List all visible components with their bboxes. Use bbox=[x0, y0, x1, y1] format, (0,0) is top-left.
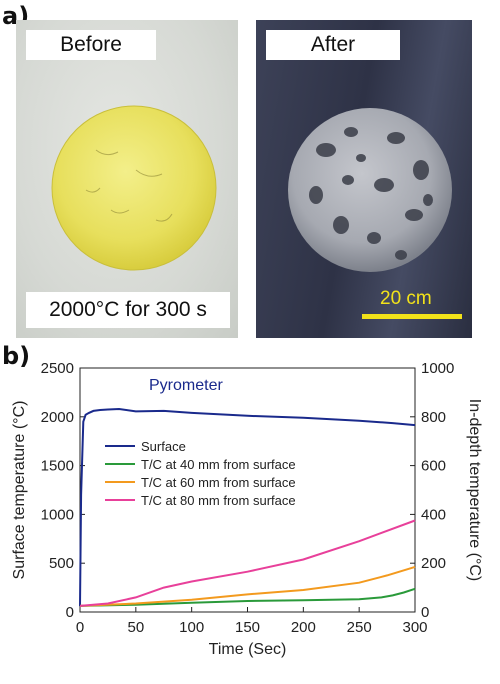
plot-frame bbox=[79, 367, 416, 613]
series-line-2 bbox=[79, 587, 416, 607]
y-tick-label: 1000 bbox=[41, 506, 74, 523]
x-axis-label: Time (Sec) bbox=[209, 641, 287, 658]
legend-label-4: T/C at 80 mm from surface bbox=[141, 493, 296, 508]
x-tick-label: 0 bbox=[76, 619, 84, 636]
series-line-3 bbox=[79, 565, 416, 607]
legend-label-1: Surface bbox=[141, 439, 186, 454]
before-label: Before bbox=[26, 30, 156, 60]
y2-tick-label: 0 bbox=[421, 604, 429, 621]
x-tick-label: 200 bbox=[291, 619, 316, 636]
y-tick-label: 2000 bbox=[41, 409, 74, 426]
temperature-chart: 0 50 100 150 200 250 3000500100015002000250002… bbox=[11, 360, 483, 658]
x-tick-label: 50 bbox=[127, 619, 144, 636]
after-sample-photo bbox=[256, 20, 472, 338]
after-label: After bbox=[266, 30, 400, 60]
scale-bar-label: 20 cm bbox=[380, 288, 432, 309]
y-axis-label: Surface temperature (°C) bbox=[11, 401, 28, 580]
x-tick-label: 100 bbox=[179, 619, 204, 636]
legend-label-3: T/C at 60 mm from surface bbox=[141, 475, 296, 490]
y-tick-label: 0 bbox=[66, 604, 74, 621]
y-tick-label: 2500 bbox=[41, 360, 74, 377]
before-sample-photo bbox=[16, 20, 238, 338]
y-tick-label: 500 bbox=[49, 555, 74, 572]
series-line-4 bbox=[79, 519, 416, 607]
before-sample-disc bbox=[51, 105, 217, 271]
legend-label-2: T/C at 40 mm from surface bbox=[141, 457, 296, 472]
y2-tick-label: 1000 bbox=[421, 360, 454, 377]
x-tick-label: 150 bbox=[235, 619, 260, 636]
y2-tick-label: 400 bbox=[421, 506, 446, 523]
x-tick-label: 300 bbox=[402, 619, 427, 636]
panel-b-label: b) bbox=[2, 342, 31, 370]
y2-tick-label: 200 bbox=[421, 555, 446, 572]
y2-tick-label: 600 bbox=[421, 458, 446, 475]
condition-label: 2000°C for 300 s bbox=[26, 292, 230, 328]
pyrometer-annotation: Pyrometer bbox=[149, 377, 223, 394]
scale-bar bbox=[362, 314, 462, 319]
series-line-1 bbox=[79, 407, 416, 607]
x-tick-label: 250 bbox=[347, 619, 372, 636]
y-tick-label: 1500 bbox=[41, 458, 74, 475]
y2-tick-label: 800 bbox=[421, 409, 446, 426]
y2-axis-label: In-depth temperature (°C) bbox=[466, 399, 483, 581]
after-sample-disc bbox=[288, 108, 452, 272]
